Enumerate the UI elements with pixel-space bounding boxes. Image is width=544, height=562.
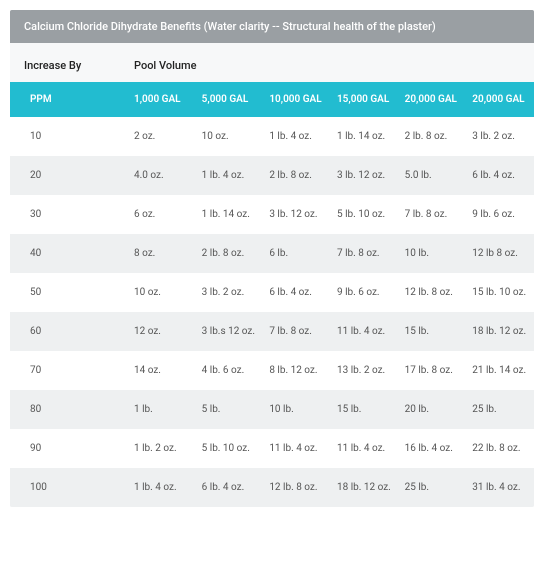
value-cell: 10 lb. bbox=[399, 234, 467, 273]
table-row: 102 oz.10 oz.1 lb. 4 oz.1 lb. 14 oz.2 lb… bbox=[10, 117, 534, 156]
table-row: 306 oz.1 lb. 14 oz.3 lb. 12 oz.5 lb. 10 … bbox=[10, 195, 534, 234]
ppm-cell: 60 bbox=[10, 312, 128, 351]
sub-right-label: Pool Volume bbox=[134, 59, 520, 72]
value-cell: 7 lb. 8 oz. bbox=[331, 234, 399, 273]
value-cell: 10 oz. bbox=[196, 117, 264, 156]
value-cell: 25 lb. bbox=[466, 390, 534, 429]
value-cell: 4 lb. 6 oz. bbox=[196, 351, 264, 390]
value-cell: 12 lb. 8 oz. bbox=[399, 273, 467, 312]
table-row: 204.0 oz.1 lb. 4 oz.2 lb. 8 oz.3 lb. 12 … bbox=[10, 156, 534, 195]
ppm-cell: 70 bbox=[10, 351, 128, 390]
value-cell: 6 lb. 4 oz. bbox=[466, 156, 534, 195]
value-cell: 15 lb. bbox=[331, 390, 399, 429]
column-header: PPM bbox=[10, 82, 128, 117]
value-cell: 7 lb. 8 oz. bbox=[399, 195, 467, 234]
ppm-cell: 40 bbox=[10, 234, 128, 273]
value-cell: 1 lb. 4 oz. bbox=[128, 468, 196, 507]
table-header-row: PPM1,000 GAL5,000 GAL10,000 GAL15,000 GA… bbox=[10, 82, 534, 117]
value-cell: 5 lb. 10 oz. bbox=[331, 195, 399, 234]
ppm-cell: 10 bbox=[10, 117, 128, 156]
value-cell: 31 lb. 4 oz. bbox=[466, 468, 534, 507]
value-cell: 6 oz. bbox=[128, 195, 196, 234]
value-cell: 11 lb. 4 oz. bbox=[263, 429, 331, 468]
value-cell: 12 lb. 8 oz. bbox=[263, 468, 331, 507]
sub-header: Increase By Pool Volume bbox=[10, 43, 534, 82]
value-cell: 12 lb 8 oz. bbox=[466, 234, 534, 273]
value-cell: 1 lb. 4 oz. bbox=[196, 156, 264, 195]
value-cell: 5 lb. 10 oz. bbox=[196, 429, 264, 468]
ppm-cell: 90 bbox=[10, 429, 128, 468]
ppm-cell: 80 bbox=[10, 390, 128, 429]
value-cell: 16 lb. 4 oz. bbox=[399, 429, 467, 468]
value-cell: 1 lb. 2 oz. bbox=[128, 429, 196, 468]
value-cell: 17 lb. 8 oz. bbox=[399, 351, 467, 390]
value-cell: 22 lb. 8 oz. bbox=[466, 429, 534, 468]
value-cell: 2 oz. bbox=[128, 117, 196, 156]
value-cell: 6 lb. 4 oz. bbox=[263, 273, 331, 312]
ppm-cell: 20 bbox=[10, 156, 128, 195]
value-cell: 1 lb. 14 oz. bbox=[196, 195, 264, 234]
value-cell: 8 lb. 12 oz. bbox=[263, 351, 331, 390]
value-cell: 6 lb. bbox=[263, 234, 331, 273]
value-cell: 7 lb. 8 oz. bbox=[263, 312, 331, 351]
value-cell: 5.0 lb. bbox=[399, 156, 467, 195]
value-cell: 10 oz. bbox=[128, 273, 196, 312]
value-cell: 18 lb. 12 oz. bbox=[466, 312, 534, 351]
ppm-cell: 100 bbox=[10, 468, 128, 507]
table-row: 408 oz.2 lb. 8 oz.6 lb.7 lb. 8 oz.10 lb.… bbox=[10, 234, 534, 273]
value-cell: 18 lb. 12 oz. bbox=[331, 468, 399, 507]
column-header: 1,000 GAL bbox=[128, 82, 196, 117]
value-cell: 15 lb. bbox=[399, 312, 467, 351]
benefits-card: Calcium Chloride Dihydrate Benefits (Wat… bbox=[10, 10, 534, 507]
table-row: 7014 oz.4 lb. 6 oz.8 lb. 12 oz.13 lb. 2 … bbox=[10, 351, 534, 390]
value-cell: 3 lb. 2 oz. bbox=[466, 117, 534, 156]
column-header: 20,000 GAL bbox=[399, 82, 467, 117]
value-cell: 2 lb. 8 oz. bbox=[263, 156, 331, 195]
table-body: 102 oz.10 oz.1 lb. 4 oz.1 lb. 14 oz.2 lb… bbox=[10, 117, 534, 507]
value-cell: 4.0 oz. bbox=[128, 156, 196, 195]
value-cell: 3 lb. 12 oz. bbox=[331, 156, 399, 195]
ppm-cell: 30 bbox=[10, 195, 128, 234]
column-header: 15,000 GAL bbox=[331, 82, 399, 117]
ppm-cell: 50 bbox=[10, 273, 128, 312]
value-cell: 3 lb. 2 oz. bbox=[196, 273, 264, 312]
value-cell: 12 oz. bbox=[128, 312, 196, 351]
value-cell: 2 lb. 8 oz. bbox=[196, 234, 264, 273]
value-cell: 3 lb. 12 oz. bbox=[263, 195, 331, 234]
value-cell: 1 lb. bbox=[128, 390, 196, 429]
value-cell: 11 lb. 4 oz. bbox=[331, 429, 399, 468]
value-cell: 5 lb. bbox=[196, 390, 264, 429]
value-cell: 25 lb. bbox=[399, 468, 467, 507]
value-cell: 20 lb. bbox=[399, 390, 467, 429]
value-cell: 10 lb. bbox=[263, 390, 331, 429]
value-cell: 14 oz. bbox=[128, 351, 196, 390]
card-title: Calcium Chloride Dihydrate Benefits (Wat… bbox=[10, 10, 534, 43]
value-cell: 8 oz. bbox=[128, 234, 196, 273]
value-cell: 21 lb. 14 oz. bbox=[466, 351, 534, 390]
dosage-table: PPM1,000 GAL5,000 GAL10,000 GAL15,000 GA… bbox=[10, 82, 534, 507]
value-cell: 2 lb. 8 oz. bbox=[399, 117, 467, 156]
column-header: 10,000 GAL bbox=[263, 82, 331, 117]
table-row: 901 lb. 2 oz.5 lb. 10 oz.11 lb. 4 oz.11 … bbox=[10, 429, 534, 468]
table-row: 801 lb.5 lb.10 lb.15 lb.20 lb.25 lb. bbox=[10, 390, 534, 429]
value-cell: 1 lb. 4 oz. bbox=[263, 117, 331, 156]
column-header: 5,000 GAL bbox=[196, 82, 264, 117]
value-cell: 1 lb. 14 oz. bbox=[331, 117, 399, 156]
value-cell: 11 lb. 4 oz. bbox=[331, 312, 399, 351]
sub-left-label: Increase By bbox=[24, 59, 134, 72]
value-cell: 9 lb. 6 oz. bbox=[466, 195, 534, 234]
table-row: 1001 lb. 4 oz.6 lb. 4 oz.12 lb. 8 oz.18 … bbox=[10, 468, 534, 507]
value-cell: 3 lb.s 12 oz. bbox=[196, 312, 264, 351]
value-cell: 13 lb. 2 oz. bbox=[331, 351, 399, 390]
column-header: 20,000 GAL bbox=[466, 82, 534, 117]
value-cell: 15 lb. 10 oz. bbox=[466, 273, 534, 312]
value-cell: 9 lb. 6 oz. bbox=[331, 273, 399, 312]
table-row: 5010 oz.3 lb. 2 oz.6 lb. 4 oz.9 lb. 6 oz… bbox=[10, 273, 534, 312]
value-cell: 6 lb. 4 oz. bbox=[196, 468, 264, 507]
table-row: 6012 oz.3 lb.s 12 oz.7 lb. 8 oz.11 lb. 4… bbox=[10, 312, 534, 351]
